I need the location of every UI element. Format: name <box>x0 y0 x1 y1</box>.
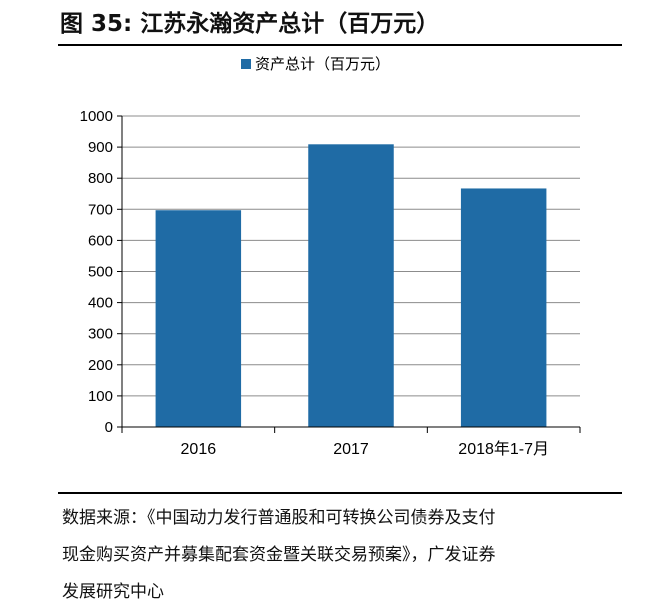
source-line-2: 现金购买资产并募集配套资金暨关联交易预案》，广发证券 <box>62 545 496 565</box>
bar <box>460 188 547 427</box>
y-tick-label: 400 <box>88 295 113 312</box>
axes <box>121 116 580 428</box>
y-tick-label: 800 <box>88 170 113 187</box>
bar <box>308 144 394 427</box>
bar <box>155 210 242 427</box>
title-rule <box>58 44 622 46</box>
source-rule <box>58 492 622 494</box>
legend: 资产总计（百万元） <box>241 56 390 73</box>
bar-chart: 资产总计（百万元） 0 100 200 300 400 500 600 700 800 900 10… <box>80 56 581 458</box>
y-tick-label: 0 <box>105 419 113 436</box>
y-tick-label: 1000 <box>80 108 113 125</box>
y-tick-label: 100 <box>88 388 113 405</box>
x-axis-ticks: 2016 2017 2018年1-7月 <box>121 427 581 458</box>
legend-swatch <box>241 59 251 69</box>
x-tick-label: 2016 <box>181 441 217 458</box>
y-tick-label: 500 <box>88 264 113 281</box>
y-tick-label: 300 <box>88 326 113 343</box>
x-tick-label: 2018年1-7月 <box>458 440 549 458</box>
legend-label: 资产总计（百万元） <box>255 56 390 73</box>
source-line-1: 数据来源：《中国动力发行普通股和可转换公司债券及支付 <box>62 508 496 528</box>
figure-title: 图 35: 江苏永瀚资产总计（百万元） <box>60 11 440 37</box>
x-tick-label: 2017 <box>333 441 369 458</box>
source-note: 数据来源：《中国动力发行普通股和可转换公司债券及支付 现金购买资产并募集配套资金… <box>62 500 612 611</box>
bars <box>155 144 547 427</box>
y-tick-label: 700 <box>88 201 113 218</box>
y-tick-label: 200 <box>88 357 113 374</box>
y-tick-label: 600 <box>88 232 113 249</box>
y-tick-label: 900 <box>88 139 113 156</box>
y-axis-ticks: 0 100 200 300 400 500 600 700 800 900 1000 <box>80 108 122 436</box>
source-line-3: 发展研究中心 <box>62 582 164 602</box>
